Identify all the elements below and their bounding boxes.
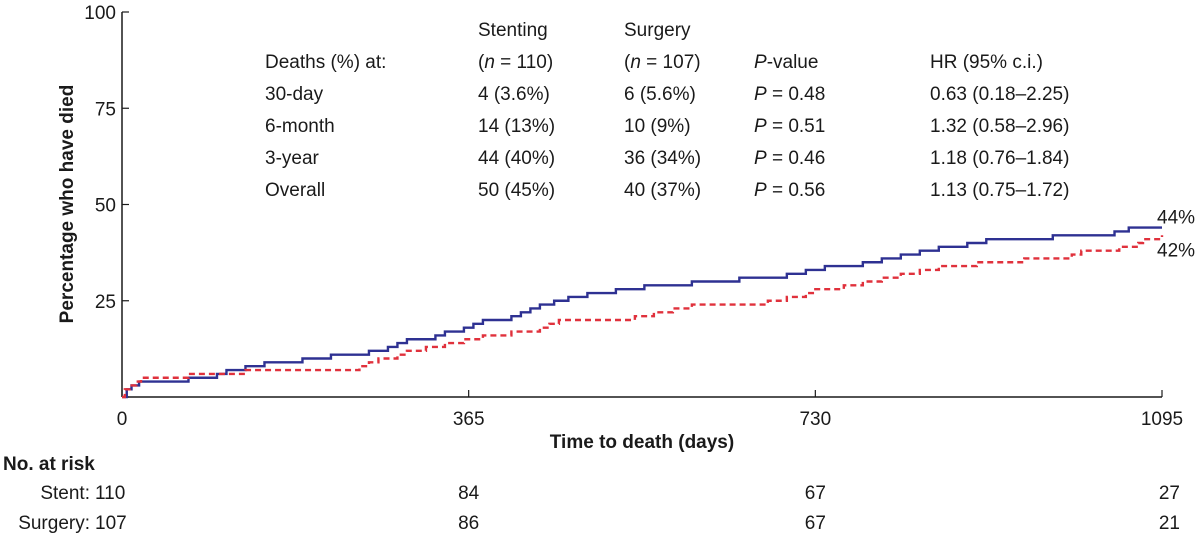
risk-row-label: Stent:: [40, 483, 90, 504]
end-label-surgery: 42%: [1157, 240, 1195, 261]
x-tick-label: 365: [453, 409, 485, 430]
risk-value: 67: [804, 513, 826, 534]
x-tick-label: 730: [799, 409, 831, 430]
table-cell: 1.18 (0.76–1.84): [930, 148, 1069, 169]
risk-value: 107: [95, 513, 127, 534]
x-axis-label: Time to death (days): [550, 432, 734, 453]
table-cell: 4 (3.6%): [478, 84, 550, 105]
series-layer: [122, 226, 1164, 399]
risk-value: 21: [1158, 513, 1180, 534]
series-line-stenting: [122, 226, 1162, 399]
table-cell: 0.63 (0.18–2.25): [930, 84, 1069, 105]
table-cell: 36 (34%): [624, 148, 701, 169]
end-labels: 44% 42%: [1157, 208, 1195, 262]
table-row-label: Overall: [265, 180, 325, 201]
table-row-label: 30-day: [265, 84, 324, 105]
table-cell: 14 (13%): [478, 116, 555, 137]
table-cell: 44 (40%): [478, 148, 555, 169]
risk-value: 27: [1158, 483, 1180, 504]
end-label-stenting: 44%: [1157, 208, 1195, 229]
risk-table-title: No. at risk: [3, 454, 95, 475]
table-cell: P = 0.46: [754, 148, 825, 169]
table-cell: 1.32 (0.58–2.96): [930, 116, 1069, 137]
y-tick-label: 75: [95, 99, 116, 120]
y-ticks: 25 50 75 100: [84, 3, 129, 398]
series-line-surgery: [122, 235, 1164, 399]
risk-value: 67: [804, 483, 826, 504]
table-header: Deaths (%) at:: [265, 52, 386, 73]
table-header: (n = 110): [478, 52, 553, 73]
table-row-label: 3-year: [265, 148, 320, 169]
y-tick-label: 100: [84, 3, 116, 24]
y-tick-label: 50: [95, 196, 116, 217]
table-header-group: Surgery: [624, 20, 691, 41]
table-row-label: 6-month: [265, 116, 335, 137]
table-header-group: Stenting: [478, 20, 548, 41]
risk-value: 84: [458, 483, 480, 504]
table-cell: 50 (45%): [478, 180, 555, 201]
x-tick-label: 0: [117, 409, 128, 430]
x-ticks: 0 365 730 1095: [117, 390, 1183, 430]
table-header: P-value: [754, 52, 818, 73]
table-header: (n = 107): [624, 52, 701, 73]
table-cell: P = 0.48: [754, 84, 825, 105]
table-cell: 40 (37%): [624, 180, 701, 201]
stats-table: Stenting Surgery Deaths (%) at: (n = 110) (n…: [265, 20, 1069, 201]
table-cell: 6 (5.6%): [624, 84, 696, 105]
y-tick-label: 25: [95, 292, 116, 313]
x-tick-label: 1095: [1141, 409, 1183, 430]
risk-value: 86: [458, 513, 480, 534]
table-cell: 10 (9%): [624, 116, 691, 137]
table-cell: 1.13 (0.75–1.72): [930, 180, 1069, 201]
risk-value: 110: [95, 483, 126, 504]
table-header: HR (95% c.i.): [930, 52, 1043, 73]
y-axis-label: Percentage who have died: [57, 85, 78, 324]
table-cell: P = 0.56: [754, 180, 825, 201]
risk-row-label: Surgery:: [18, 513, 90, 534]
table-cell: P = 0.51: [754, 116, 825, 137]
